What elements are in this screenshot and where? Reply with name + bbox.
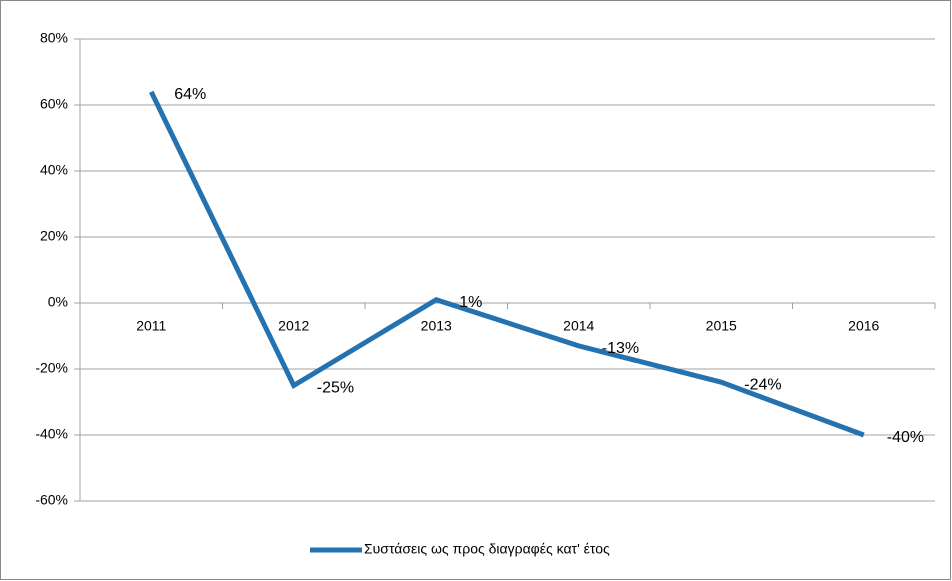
x-tick-label: 2012: [278, 318, 309, 334]
data-label: -13%: [602, 340, 639, 357]
x-tick-label: 2014: [563, 318, 594, 334]
y-tick-label: -60%: [35, 492, 68, 508]
y-tick-label: -40%: [35, 426, 68, 442]
x-tick-label: 2015: [706, 318, 737, 334]
y-tick-label: 60%: [40, 96, 68, 112]
series-line: [149, 90, 865, 438]
y-tick-label: 20%: [40, 228, 68, 244]
y-tick-label: 0%: [48, 294, 68, 310]
data-label: 1%: [459, 294, 482, 311]
y-tick-label: 40%: [40, 162, 68, 178]
data-label: -40%: [887, 429, 924, 446]
data-label: 64%: [174, 86, 206, 103]
x-tick-label: 2011: [136, 318, 166, 334]
y-tick-label: 80%: [40, 30, 68, 46]
x-tick-label: 2016: [848, 318, 879, 334]
legend-label: Συστάσεις ως προς διαγραφές κατ' έτος: [364, 541, 610, 557]
data-label: -25%: [317, 380, 354, 397]
data-label: -24%: [744, 376, 781, 393]
y-tick-label: -20%: [35, 360, 68, 376]
x-tick-label: 2013: [421, 318, 452, 334]
